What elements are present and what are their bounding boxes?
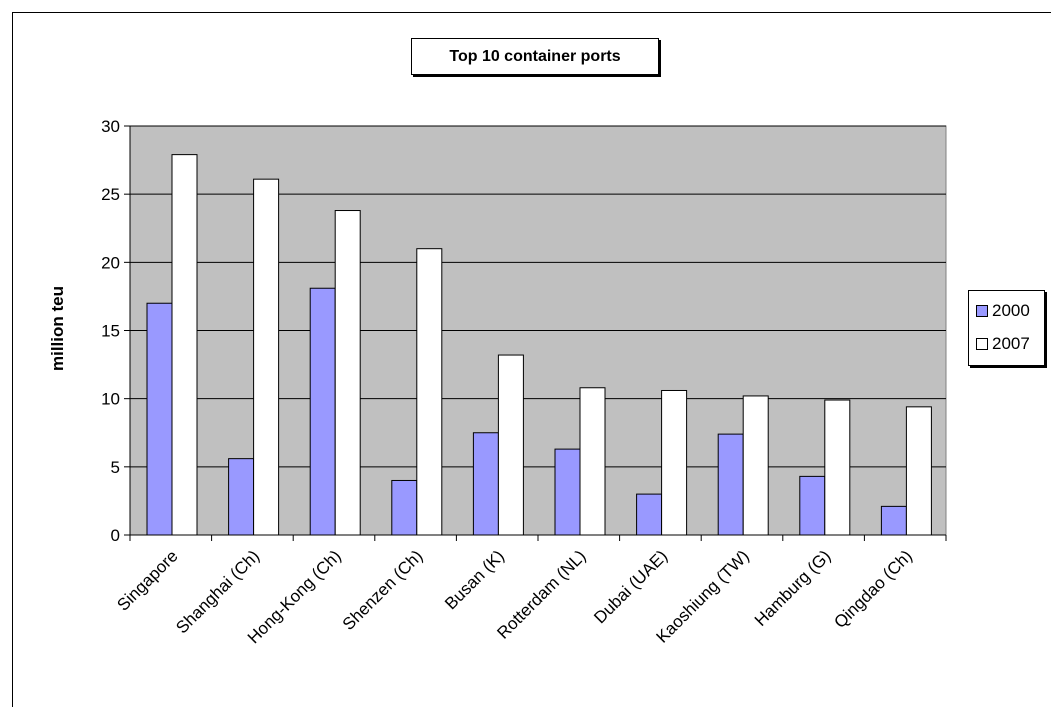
legend-item-2000: 2000 [976, 301, 1030, 321]
bar-2007 [416, 248, 443, 536]
bar-2000 [880, 505, 907, 536]
legend-label-2000: 2000 [992, 301, 1030, 320]
bar-2007 [334, 210, 361, 536]
legend-swatch-2000 [976, 305, 988, 317]
bar-2007 [579, 387, 606, 536]
bar-2000 [554, 448, 581, 536]
bar-2007 [253, 178, 280, 536]
y-tick-label: 20 [101, 253, 120, 272]
x-tick-label: Dubai (UAE) [590, 546, 671, 627]
bar-2007 [171, 154, 198, 536]
y-tick-label: 25 [101, 185, 120, 204]
bar-2007 [661, 389, 688, 536]
bar-2000 [391, 479, 418, 536]
x-tick-label: Busan (K) [441, 546, 508, 613]
y-tick-label: 0 [111, 526, 120, 545]
bar-2000 [799, 475, 826, 536]
x-tick-label: Shanghai (Ch) [172, 546, 263, 637]
y-axis-title: million teu [48, 286, 67, 371]
bar-2007 [497, 354, 524, 536]
bar-2000 [146, 302, 173, 536]
chart-legend: 2000 2007 [968, 290, 1045, 366]
bar-2000 [472, 432, 499, 536]
legend-swatch-2007 [976, 338, 988, 350]
legend-item-2007: 2007 [976, 334, 1030, 354]
legend-label-2007: 2007 [992, 334, 1030, 353]
bar-2000 [636, 493, 663, 536]
y-tick-label: 5 [111, 458, 120, 477]
y-tick-label: 10 [101, 390, 120, 409]
bar-2000 [228, 458, 255, 536]
x-tick-label: Shenzen (Ch) [339, 546, 427, 634]
x-tick-label: Singapore [113, 546, 181, 614]
bar-2007 [905, 406, 932, 536]
x-tick-label: Rotterdam (NL) [493, 546, 589, 642]
bar-2007 [824, 399, 851, 536]
bar-2000 [717, 433, 744, 536]
x-tick-label: Qingdao (Ch) [830, 546, 916, 632]
chart-title: Top 10 container ports [411, 38, 659, 75]
y-tick-label: 15 [101, 322, 120, 341]
bar-2007 [742, 395, 769, 536]
bar-2000 [309, 287, 336, 536]
y-tick-label: 30 [101, 117, 120, 136]
chart-frame [12, 12, 1051, 707]
x-tick-label: Hamburg (G) [751, 546, 835, 630]
